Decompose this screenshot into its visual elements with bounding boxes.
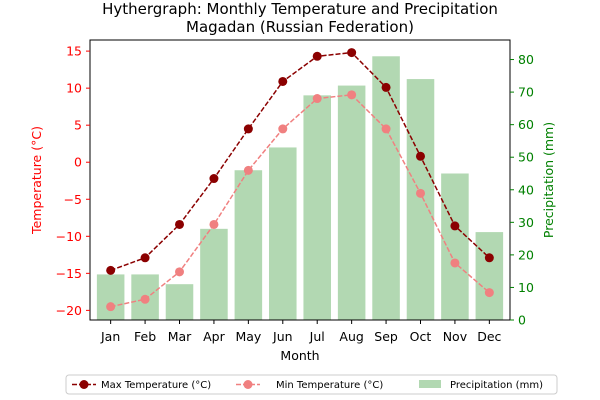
- y-right-tick-label: 20: [518, 247, 534, 262]
- y-left-tick-label: −10: [56, 229, 82, 244]
- x-tick-label: Mar: [168, 329, 192, 344]
- precipitation-bar: [200, 228, 228, 320]
- chart-subtitle: Magadan (Russian Federation): [186, 18, 414, 36]
- x-tick-label: Aug: [339, 329, 363, 344]
- max-temperature-point: [175, 219, 185, 229]
- legend-precip-label: Precipitation (mm): [450, 380, 543, 391]
- precipitation-bar: [337, 85, 366, 321]
- min-temperature-point: [484, 288, 494, 298]
- legend-frame: [65, 374, 558, 395]
- x-tick-label: Oct: [410, 329, 432, 344]
- max-temperature-point: [415, 151, 425, 161]
- y-axis-right: 80 70 60 50 40 30 20 10 0: [510, 52, 534, 328]
- legend-max-temp-marker: [79, 380, 89, 389]
- min-temperature-line: [110, 94, 490, 308]
- precipitation-bars: [96, 56, 504, 321]
- max-temperature-point: [209, 174, 219, 184]
- x-tick-label: Sep: [374, 329, 398, 344]
- max-temperature-point: [312, 51, 322, 61]
- x-tick-label: Jul: [309, 329, 325, 344]
- y-right-tick-label: 80: [518, 52, 534, 67]
- precipitation-bar: [165, 284, 194, 320]
- y-right-tick-label: 30: [518, 215, 534, 230]
- max-temperature-point: [450, 221, 460, 231]
- x-axis: Jan Feb Mar Apr May Jun Jul Aug Sep Oct Nov Dec: [100, 320, 502, 344]
- legend-max-temp-label: Max Temperature (°C): [101, 380, 211, 391]
- y-right-tick-label: 40: [518, 182, 534, 197]
- legend-precip-swatch: [419, 380, 441, 388]
- precipitation-bar: [303, 95, 331, 320]
- x-tick-label: Apr: [203, 329, 225, 344]
- min-temperature-point: [106, 302, 116, 312]
- y-left-tick-label: −15: [56, 266, 82, 281]
- y-left-tick-label: 0: [74, 155, 82, 170]
- y-right-tick-label: 70: [518, 85, 534, 100]
- precipitation-bar: [96, 274, 125, 320]
- y-left-tick-label: −20: [56, 303, 82, 318]
- max-temperature-point: [484, 253, 494, 263]
- min-temperature-point: [209, 219, 219, 229]
- max-temperature-point: [381, 82, 391, 92]
- min-temperature-point: [312, 94, 322, 104]
- min-temperature-point: [175, 267, 185, 277]
- y-left-tick-label: 5: [74, 118, 82, 133]
- x-tick-label: Jan: [100, 329, 120, 344]
- max-temperature-point: [347, 48, 357, 58]
- y-axis-left-label: Temperature (°C): [29, 126, 44, 235]
- precipitation-bar: [406, 79, 435, 321]
- plot-frame: [89, 39, 511, 321]
- min-temperature-point: [381, 124, 391, 134]
- y-left-tick-label: 15: [66, 44, 82, 59]
- min-temperature-point: [278, 124, 288, 134]
- chart-title: Hythergraph: Monthly Temperature and Pre…: [102, 0, 498, 18]
- precipitation-bar: [441, 173, 469, 320]
- precipitation-bar: [269, 147, 297, 320]
- precipitation-bar: [372, 56, 400, 321]
- min-temperature-point: [347, 90, 357, 100]
- max-temperature-point: [278, 76, 288, 86]
- x-tick-label: Dec: [477, 329, 501, 344]
- y-axis-left: 15 10 5 0 −5 −10 −15 −20: [56, 44, 90, 318]
- legend: Max Temperature (°C) Min Temperature (°C…: [65, 374, 558, 395]
- y-left-tick-label: −5: [64, 192, 82, 207]
- temperature-lines: [106, 48, 494, 312]
- x-tick-label: May: [235, 329, 261, 344]
- min-temperature-point: [243, 165, 253, 175]
- max-temperature-line: [110, 51, 490, 272]
- y-right-tick-label: 60: [518, 117, 534, 132]
- x-tick-label: Feb: [134, 329, 156, 344]
- min-temperature-point: [415, 188, 425, 198]
- min-temperature-point: [450, 258, 460, 268]
- precipitation-bar: [475, 232, 504, 320]
- legend-min-temp-label: Min Temperature (°C): [276, 380, 383, 391]
- legend-min-temp-marker: [243, 380, 253, 389]
- max-temperature-point: [106, 265, 116, 275]
- x-tick-label: Jun: [272, 329, 293, 344]
- y-right-tick-label: 50: [518, 150, 534, 165]
- y-right-tick-label: 10: [518, 280, 534, 295]
- max-temperature-point: [140, 253, 150, 263]
- x-axis-label: Month: [280, 348, 319, 363]
- precipitation-bar: [234, 170, 263, 320]
- y-axis-right-label: Precipitation (mm): [541, 122, 556, 238]
- y-left-tick-label: 10: [66, 81, 82, 96]
- min-temperature-point: [140, 294, 150, 304]
- x-tick-label: Nov: [443, 329, 468, 344]
- y-right-tick-label: 0: [518, 313, 526, 328]
- max-temperature-point: [243, 124, 253, 134]
